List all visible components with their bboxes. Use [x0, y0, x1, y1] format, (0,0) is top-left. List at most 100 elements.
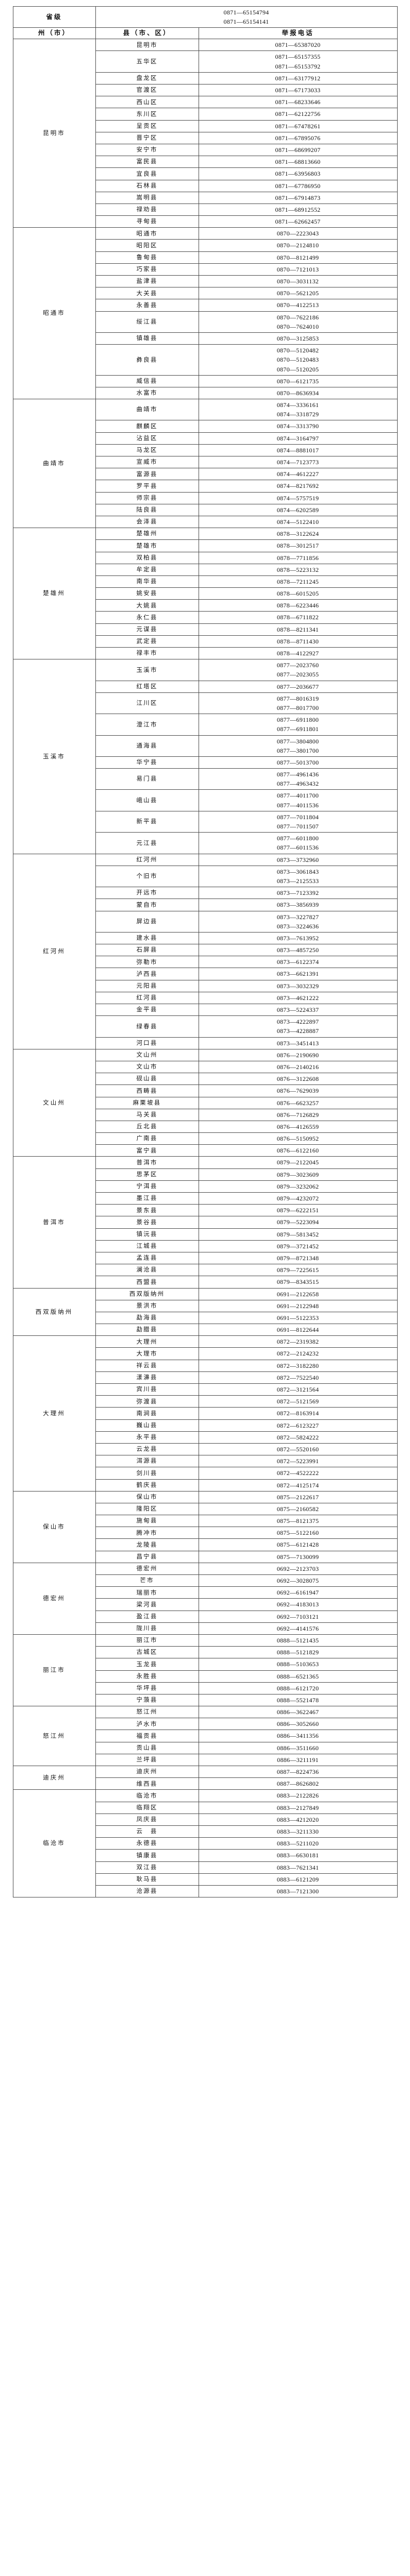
phone-number[interactable]: 0872—4125174: [276, 1481, 319, 1489]
phone-cell[interactable]: 0883—3211330: [198, 1825, 398, 1838]
phone-cell[interactable]: 0692—7103121: [198, 1610, 398, 1623]
phone-number[interactable]: 0879—3721452: [276, 1242, 319, 1250]
phone-number[interactable]: 0875—7130099: [276, 1553, 319, 1561]
phone-number[interactable]: 0871—68912552: [275, 206, 321, 213]
phone-cell[interactable]: 0870—7121013: [198, 263, 398, 276]
phone-cell[interactable]: 0875—7130099: [198, 1550, 398, 1563]
phone-cell[interactable]: 0883—2127849: [198, 1801, 398, 1814]
phone-number[interactable]: 0879—7225615: [276, 1266, 319, 1274]
phone-number[interactable]: 0870—2124810: [276, 242, 319, 249]
phone-cell[interactable]: 0873—3856939: [198, 899, 398, 911]
phone-number[interactable]: 0886—3511660: [276, 1744, 319, 1752]
phone-cell[interactable]: 0870—4122513: [198, 299, 398, 312]
phone-cell[interactable]: 0879—7225615: [198, 1264, 398, 1277]
phone-number[interactable]: 0887—8626802: [276, 1780, 319, 1788]
phone-cell[interactable]: 0872—5121569: [198, 1395, 398, 1408]
phone-number[interactable]: 0886—3211191: [277, 1756, 319, 1764]
phone-cell[interactable]: 0872—7522540: [198, 1371, 398, 1384]
phone-number[interactable]: 0874—3318729: [276, 411, 319, 418]
phone-cell[interactable]: 0886—3511660: [198, 1741, 398, 1754]
phone-number[interactable]: 0870—7624010: [276, 323, 319, 330]
phone-number[interactable]: 0871—65387020: [275, 41, 321, 49]
phone-number[interactable]: 0879—3023609: [276, 1171, 319, 1178]
phone-cell[interactable]: 0870—2223043: [198, 227, 398, 240]
phone-number[interactable]: 0877—4963432: [276, 780, 319, 788]
phone-number[interactable]: 0883—5211020: [276, 1840, 319, 1848]
phone-number[interactable]: 0870—5120205: [276, 365, 319, 373]
phone-number[interactable]: 0692—3028075: [276, 1577, 319, 1584]
phone-number[interactable]: 0875—6121428: [276, 1541, 319, 1549]
phone-number[interactable]: 0877—2023055: [276, 671, 319, 679]
phone-number[interactable]: 0871—62662457: [275, 218, 321, 226]
phone-number[interactable]: 0878—8711430: [276, 637, 319, 645]
phone-number[interactable]: 0873—7613952: [276, 934, 319, 942]
phone-cell[interactable]: 0873—6122374: [198, 956, 398, 969]
phone-number[interactable]: 0879—6222151: [276, 1207, 319, 1214]
phone-number[interactable]: 0870—6121735: [276, 377, 319, 385]
phone-cell[interactable]: 0870—8121499: [198, 251, 398, 264]
phone-number[interactable]: 0878—4122927: [276, 650, 319, 657]
phone-number[interactable]: 0872—5121569: [276, 1398, 319, 1405]
phone-number[interactable]: 0888—6521365: [276, 1672, 319, 1680]
phone-cell[interactable]: 0878—8711430: [198, 635, 398, 648]
phone-cell[interactable]: 0876—4126559: [198, 1120, 398, 1133]
phone-number[interactable]: 0877—6911801: [276, 725, 319, 733]
phone-cell[interactable]: 0871—68233646: [198, 96, 398, 109]
phone-number[interactable]: 0692—7103121: [276, 1613, 319, 1620]
phone-number[interactable]: 0879—8343515: [276, 1278, 319, 1286]
phone-number[interactable]: 0873—4621222: [276, 994, 319, 1002]
phone-number[interactable]: 0873—4228887: [276, 1027, 319, 1035]
phone-cell[interactable]: 0875—2160582: [198, 1502, 398, 1516]
phone-number[interactable]: 0883—2122826: [276, 1792, 319, 1800]
phone-cell[interactable]: 0887—8224736: [198, 1765, 398, 1778]
phone-cell[interactable]: 0877—8016319 0877—8017700: [198, 692, 398, 715]
phone-number[interactable]: 0877—7011804: [276, 813, 319, 821]
phone-cell[interactable]: 0883—7621341: [198, 1861, 398, 1874]
phone-number[interactable]: 0886—3411356: [276, 1732, 319, 1740]
phone-number[interactable]: 0871—67895076: [275, 134, 321, 142]
phone-cell[interactable]: 0877—7011804 0877—7011507: [198, 810, 398, 833]
phone-number[interactable]: 0883—7121300: [276, 1887, 319, 1895]
phone-number[interactable]: 0874—8217692: [276, 482, 319, 490]
phone-cell[interactable]: 0878—8211341: [198, 623, 398, 636]
phone-number[interactable]: 0874—6202589: [276, 506, 319, 514]
phone-cell[interactable]: 0692—3028075: [198, 1574, 398, 1587]
phone-number[interactable]: 0875—8121375: [276, 1517, 319, 1525]
phone-cell[interactable]: 0888—6521365: [198, 1670, 398, 1683]
phone-number[interactable]: 0877—8017700: [276, 704, 319, 711]
phone-cell[interactable]: 0871—67786950: [198, 179, 398, 192]
phone-cell[interactable]: 0871—68912552: [198, 203, 398, 216]
phone-number[interactable]: 0877—4011536: [276, 801, 319, 809]
phone-number[interactable]: 0878—6711822: [276, 614, 319, 621]
phone-number[interactable]: 0870—7622186: [276, 313, 319, 321]
phone-cell[interactable]: 0870—8636934: [198, 386, 398, 400]
phone-number[interactable]: 0877—7011507: [276, 823, 319, 830]
phone-number[interactable]: 0878—6223446: [276, 602, 319, 609]
phone-cell[interactable]: 0878—5223132: [198, 563, 398, 576]
phone-number[interactable]: 0878—7211245: [276, 578, 319, 585]
phone-cell[interactable]: 0873—6621391: [198, 968, 398, 980]
phone-cell[interactable]: 0692—6161947: [198, 1586, 398, 1599]
phone-cell[interactable]: 0875—5122160: [198, 1527, 398, 1539]
phone-cell[interactable]: 0878—3122624: [198, 528, 398, 540]
phone-number[interactable]: 0873—5224337: [276, 1006, 319, 1013]
phone-cell[interactable]: 0878—6015205: [198, 587, 398, 600]
phone-cell[interactable]: 0874—5122410: [198, 515, 398, 529]
phone-number[interactable]: 0876—2190690: [276, 1051, 319, 1059]
phone-cell[interactable]: 0874—4612227: [198, 468, 398, 481]
phone-number[interactable]: 0876—2140216: [276, 1063, 319, 1071]
phone-number[interactable]: 0874—4612227: [276, 470, 319, 478]
phone-number[interactable]: 0872—2319382: [276, 1338, 319, 1346]
phone-cell[interactable]: 0886—3411356: [198, 1730, 398, 1742]
phone-number[interactable]: 0691—5122353: [276, 1314, 319, 1321]
phone-number[interactable]: 0876—7126829: [276, 1111, 319, 1118]
phone-number[interactable]: 0692—4141576: [276, 1624, 319, 1632]
phone-number[interactable]: 0879—5813452: [276, 1230, 319, 1238]
phone-number[interactable]: 0872—2124232: [276, 1350, 319, 1358]
phone-cell[interactable]: 0879—6222151: [198, 1204, 398, 1217]
phone-cell[interactable]: 0877—6911800 0877—6911801: [198, 714, 398, 736]
phone-cell[interactable]: 0873—3061843 0873—2125533: [198, 865, 398, 888]
phone-cell[interactable]: 0888—5121435: [198, 1634, 398, 1647]
phone-number[interactable]: 0871—63177912: [275, 74, 321, 82]
phone-cell[interactable]: 0876—3122608: [198, 1073, 398, 1086]
